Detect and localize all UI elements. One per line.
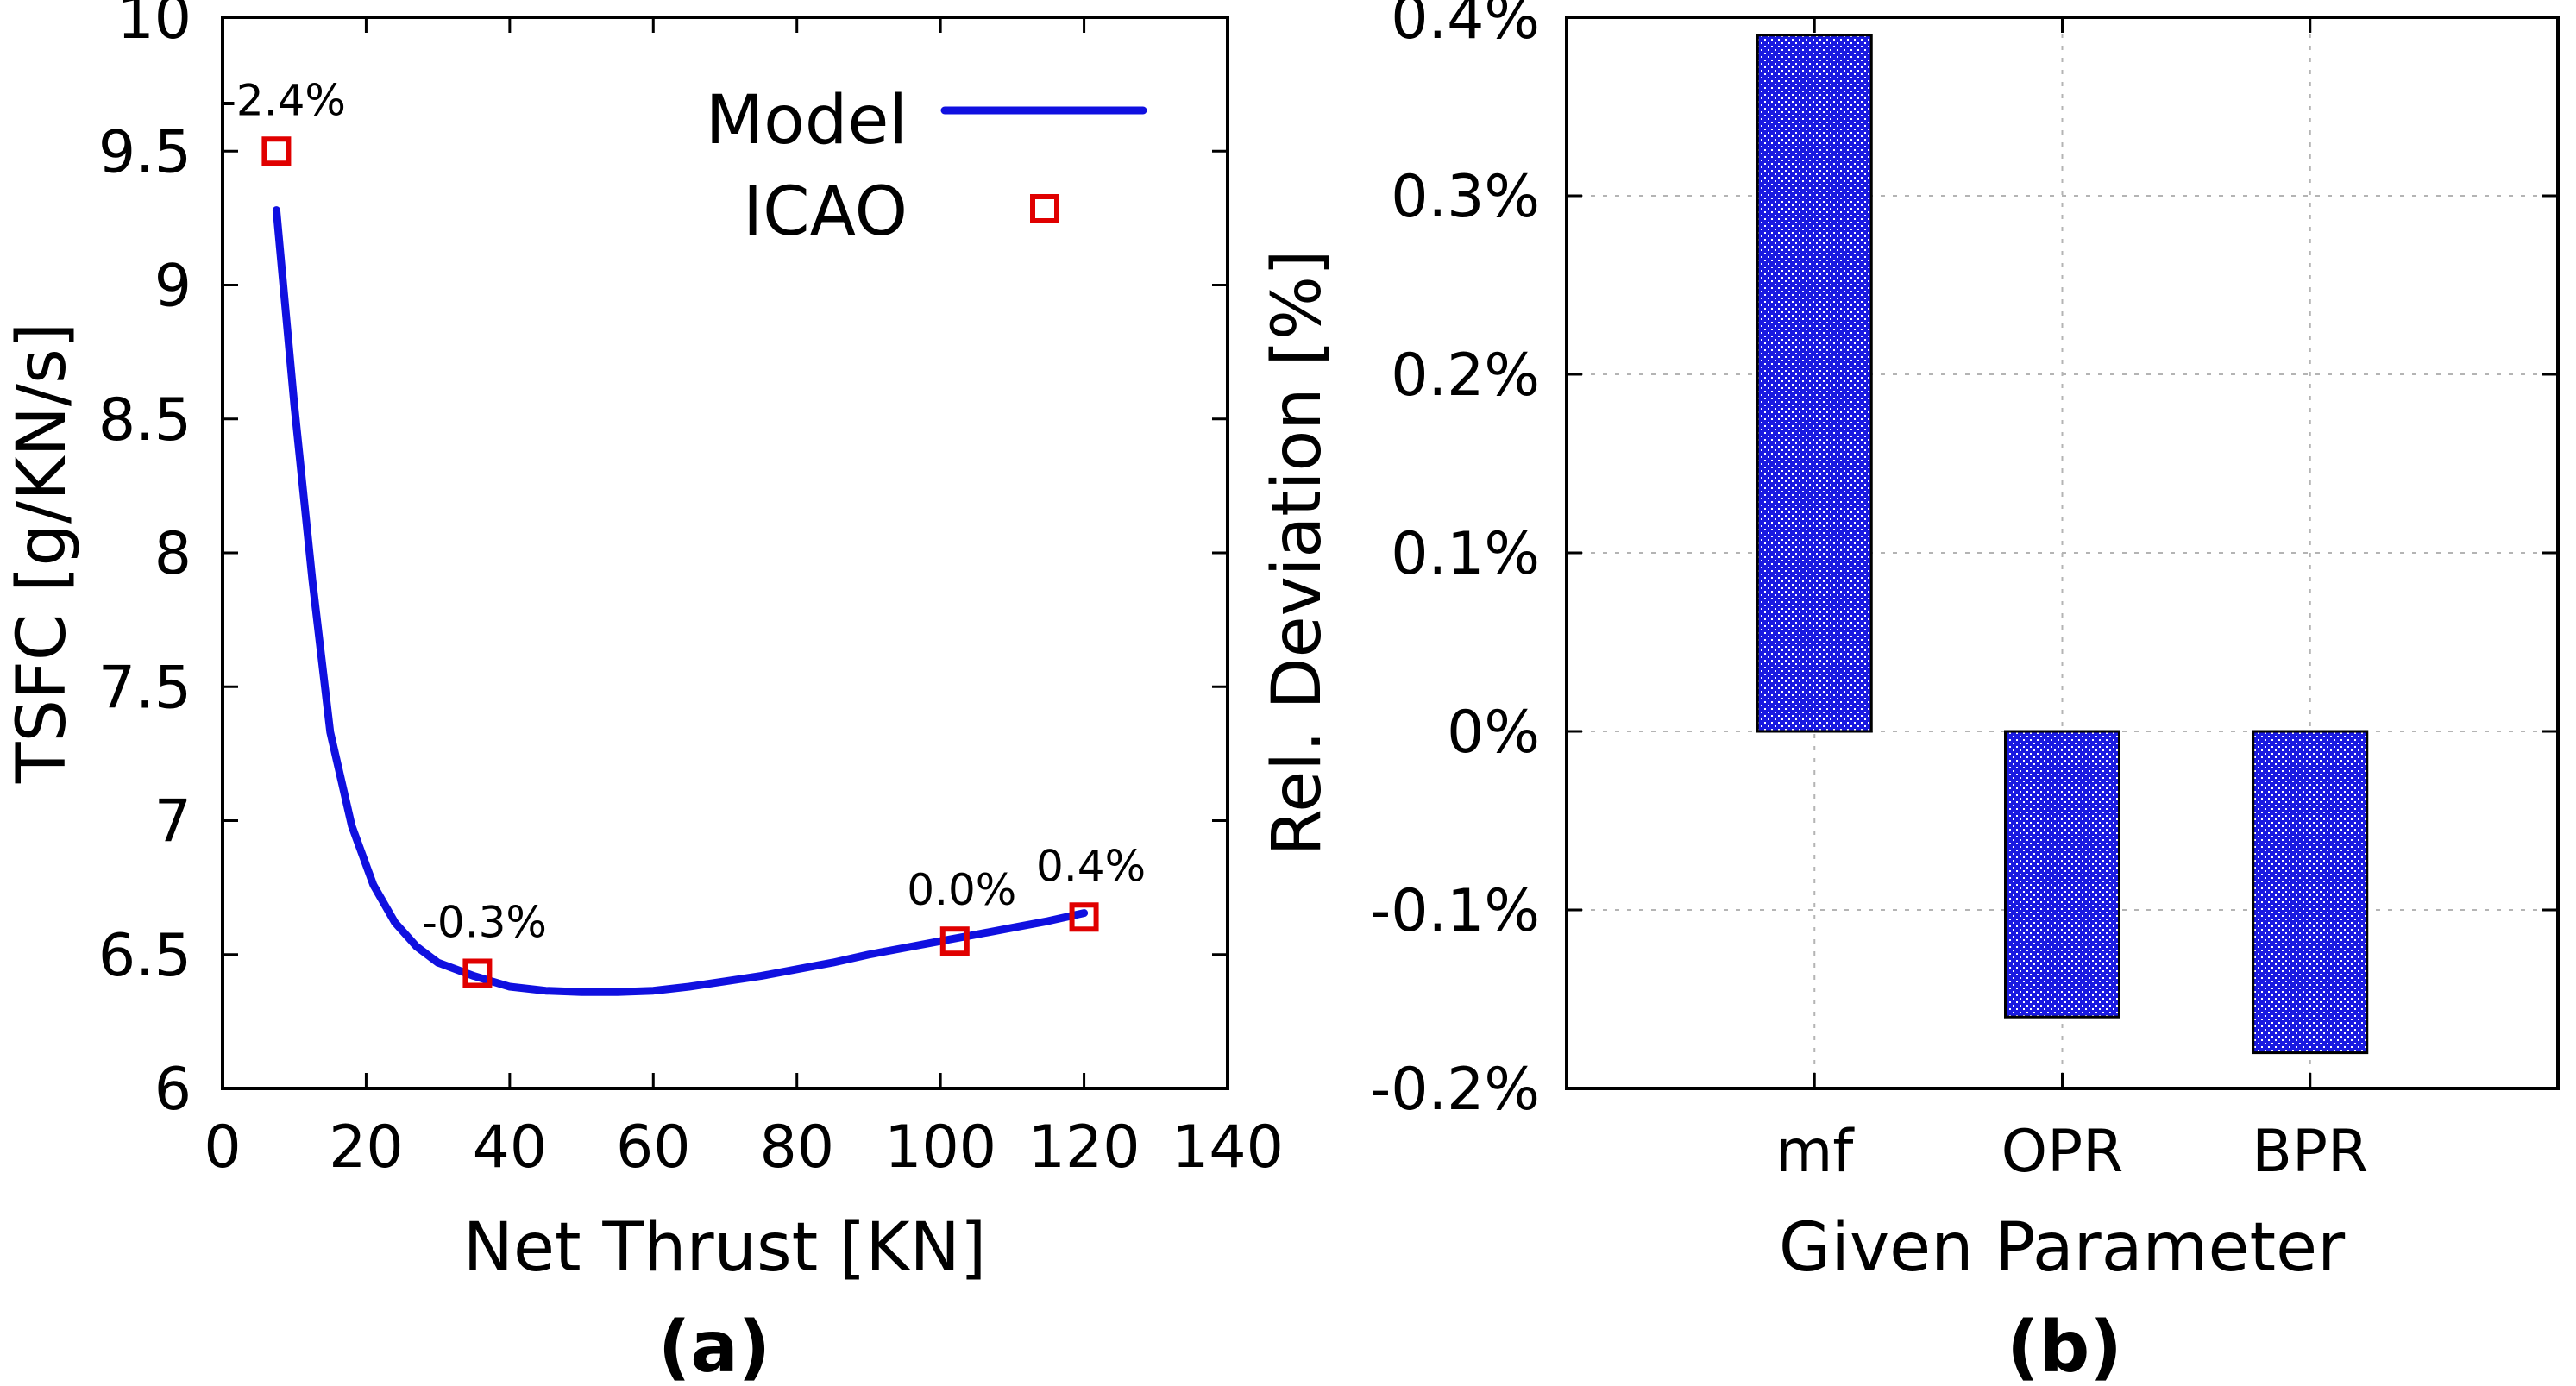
- bar-opr: [2004, 730, 2120, 1019]
- y-tick-label: 6: [154, 1056, 192, 1124]
- y-tick-label: 9.5: [98, 118, 192, 186]
- x-tick-label: 80: [759, 1113, 834, 1182]
- panel-a-series: [272, 206, 1089, 996]
- y-tick-label: -0.1%: [1370, 877, 1540, 945]
- bar-bpr: [2252, 730, 2369, 1055]
- x-tick-label: 120: [1028, 1113, 1140, 1182]
- panel-a-x-tick-labels: 0 20 40 60 80 100 120 140: [204, 1113, 1284, 1182]
- panel-a-frame: [221, 16, 1229, 1090]
- x-tick-label: 40: [473, 1113, 548, 1182]
- panel-a-point-labels: -2.4% -0.3% 0.0% 0.4%: [221, 75, 1146, 947]
- bar-mf: [1756, 34, 1873, 733]
- panel-a-y-tick-labels: 6 6.5 7 7.5 8 8.5 9 9.5 10: [98, 0, 192, 1124]
- category-label: BPR: [2252, 1118, 2368, 1186]
- panel-a-legend: Model ICAO: [706, 82, 1147, 251]
- panel-b-x-axis-title: Given Parameter: [1779, 1209, 2346, 1287]
- panel-a-x-axis-title: Net Thrust [KN]: [463, 1209, 987, 1287]
- panel-b-y-tick-labels: -0.2% -0.1% 0% 0.1% 0.2% 0.3% 0.4%: [1370, 0, 1540, 1124]
- y-tick-label: 0%: [1447, 699, 1540, 767]
- legend-label-model: Model: [706, 82, 908, 160]
- legend-label-icao: ICAO: [743, 173, 908, 251]
- panel-a-icao-points: [261, 136, 1099, 988]
- icao-point: [462, 958, 493, 988]
- y-tick-label: 8.5: [98, 386, 192, 455]
- y-tick-label: 9: [154, 253, 192, 321]
- panel-a-y-axis-title: TSFC [g/KN/s]: [3, 323, 81, 784]
- panel-b-bars: [1756, 34, 2369, 1055]
- x-tick-label: 20: [329, 1113, 404, 1182]
- model-line: [272, 206, 1089, 996]
- x-tick-label: 100: [884, 1113, 996, 1182]
- y-tick-label: 0.2%: [1391, 342, 1540, 410]
- y-tick-label: 0.3%: [1391, 163, 1540, 231]
- y-tick-label: 8: [154, 520, 192, 588]
- y-tick-label: 7: [154, 788, 192, 856]
- panel-a-chart: 0 20 40 60 80 100 120 140 6 6.5 7 7.5 8 8.5 9 9.5 10 -2…: [3, 0, 1284, 1386]
- panel-b-y-axis-title: Rel. Deviation [%]: [1259, 250, 1336, 856]
- y-tick-label: 0.1%: [1391, 520, 1540, 588]
- icao-point-label: -2.4%: [221, 75, 346, 125]
- y-tick-label: 10: [116, 0, 192, 53]
- x-tick-label: 60: [616, 1113, 691, 1182]
- panel-b-category-labels: mf OPR BPR: [1775, 1118, 2368, 1186]
- y-tick-label: 7.5: [98, 654, 192, 722]
- y-tick-label: -0.2%: [1370, 1056, 1540, 1124]
- panel-a-label: (a): [658, 1307, 770, 1386]
- panel-b-frame: [1565, 16, 2560, 1090]
- legend-swatch-icao: [1030, 194, 1059, 223]
- icao-point: [1069, 902, 1099, 932]
- y-tick-label: 6.5: [98, 922, 192, 990]
- icao-point-label: -0.3%: [422, 897, 547, 947]
- panel-b-chart: -0.2% -0.1% 0% 0.1% 0.2% 0.3% 0.4% mf OPR BPR Re…: [1259, 0, 2560, 1386]
- icao-point-label: 0.0%: [907, 865, 1016, 915]
- category-label: mf: [1775, 1118, 1855, 1186]
- icao-point: [261, 136, 292, 166]
- y-tick-label: 0.4%: [1391, 0, 1540, 53]
- icao-point-label: 0.4%: [1036, 841, 1146, 891]
- x-tick-label: 0: [204, 1113, 241, 1182]
- x-tick-label: 140: [1172, 1113, 1284, 1182]
- panel-b-label: (b): [2007, 1307, 2122, 1386]
- icao-point: [939, 926, 970, 956]
- category-label: OPR: [2001, 1118, 2124, 1186]
